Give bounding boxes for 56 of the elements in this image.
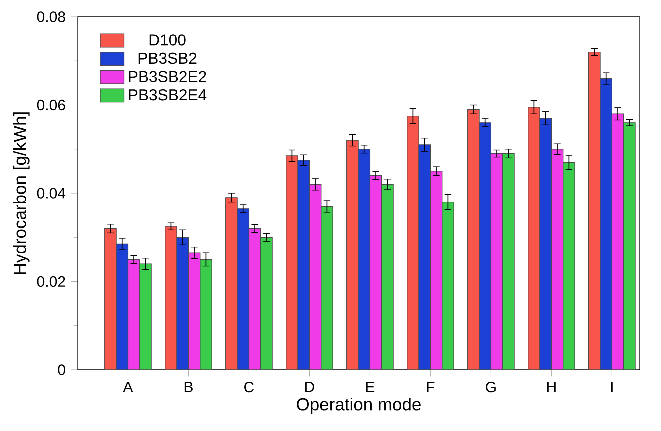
bar bbox=[286, 156, 298, 370]
bar bbox=[540, 118, 552, 370]
x-tick-label: F bbox=[427, 382, 435, 392]
x-tick-label: B bbox=[184, 382, 193, 392]
bar bbox=[442, 202, 454, 370]
x-tick-label: E bbox=[366, 382, 375, 392]
bar bbox=[248, 228, 262, 370]
y-tick-label: 0.08 bbox=[37, 12, 66, 22]
bar bbox=[140, 264, 152, 370]
y-axis-title: Hydrocarbon [g/kWh] bbox=[14, 112, 30, 274]
bar bbox=[104, 228, 117, 370]
bar bbox=[490, 153, 504, 370]
legend-label: D100 bbox=[150, 34, 186, 46]
y-tick-label: 0 bbox=[58, 364, 66, 376]
bar bbox=[479, 122, 492, 370]
legend-label: PB3SB2E2 bbox=[129, 71, 206, 82]
bar bbox=[502, 153, 515, 370]
bar bbox=[226, 198, 238, 370]
y-tick-label: 0.02 bbox=[37, 276, 66, 288]
bar bbox=[346, 140, 359, 370]
bar bbox=[358, 149, 371, 370]
bar bbox=[309, 184, 322, 370]
bar bbox=[407, 116, 420, 370]
bar bbox=[430, 171, 442, 370]
bar bbox=[165, 226, 178, 370]
bar bbox=[600, 78, 613, 370]
y-tick-label: 0.06 bbox=[37, 100, 66, 111]
bar bbox=[321, 206, 334, 370]
bar bbox=[612, 114, 624, 370]
bar bbox=[551, 149, 564, 370]
x-tick-label: A bbox=[123, 382, 134, 392]
x-tick-label: I bbox=[611, 382, 613, 392]
bar bbox=[563, 162, 576, 370]
x-tick-label: C bbox=[244, 382, 254, 393]
bar bbox=[298, 160, 310, 370]
bar bbox=[237, 208, 250, 370]
x-tick-label: D bbox=[306, 382, 314, 392]
bar bbox=[624, 122, 636, 370]
bar bbox=[200, 259, 212, 370]
bar bbox=[128, 259, 140, 370]
bar bbox=[370, 176, 382, 370]
bar bbox=[188, 252, 201, 370]
bar bbox=[419, 144, 431, 370]
bar bbox=[382, 184, 394, 370]
bar bbox=[116, 244, 129, 370]
bar bbox=[176, 237, 190, 370]
y-tick-label: 0.04 bbox=[37, 188, 66, 199]
bar bbox=[260, 237, 273, 370]
x-tick-label: H bbox=[547, 382, 556, 392]
x-tick-label: G bbox=[486, 382, 496, 393]
x-axis-title: Operation mode bbox=[297, 398, 421, 414]
legend-label: PB3SB2 bbox=[138, 52, 197, 64]
bar bbox=[468, 109, 480, 370]
legend-label: PB3SB2E4 bbox=[129, 90, 207, 101]
bar bbox=[528, 107, 540, 370]
bar bbox=[588, 52, 601, 370]
